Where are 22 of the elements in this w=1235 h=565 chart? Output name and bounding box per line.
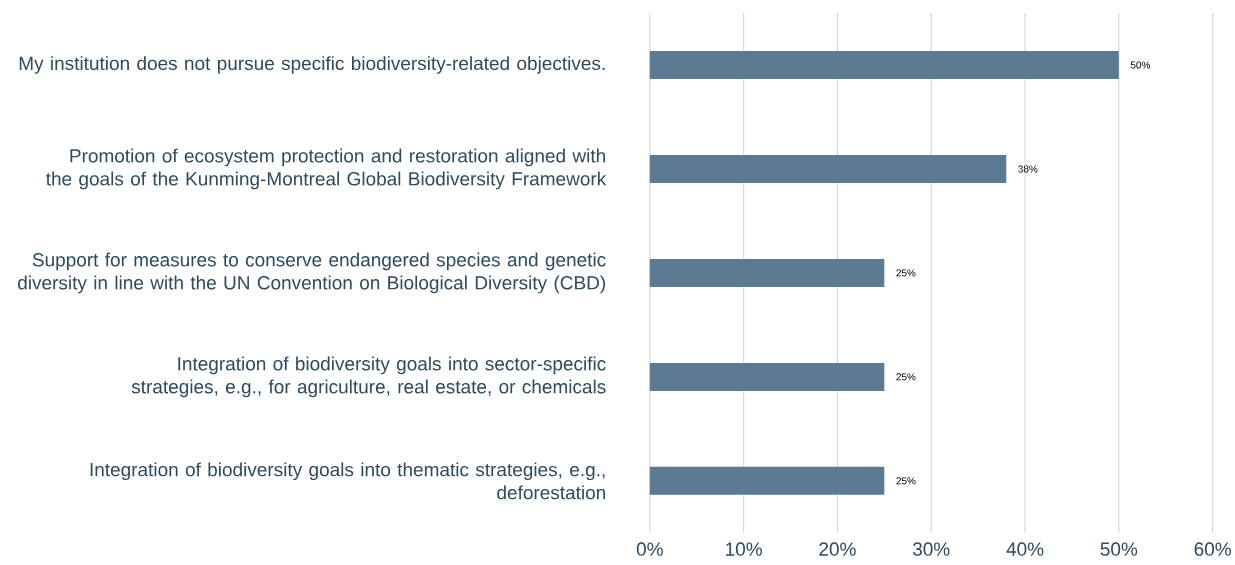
bar [649, 259, 885, 287]
data-label: 38% [1018, 165, 1038, 173]
y-tick-label: Integration of biodiversity goals into thematic strategies, e.g., deforestation [90, 462, 606, 500]
x-tick-label: 10% [726, 542, 762, 556]
y-tick-label: Promotion of ecosystem protection and restoration aligned with the goals of the Kunming-Montreal Global Biodiversity Framework [46, 148, 607, 190]
bar [649, 155, 1007, 184]
x-tick-label: 40% [1006, 542, 1044, 556]
data-label: 25% [896, 373, 916, 381]
bar [649, 51, 1119, 80]
x-tick-label: 30% [912, 542, 950, 556]
x-tick-label: 0% [636, 542, 663, 556]
x-tick-label: 60% [1194, 542, 1231, 556]
y-tick-label: Integration of biodiversity goals into sector-specific strategies, e.g., for agriculture, real estate, or chemicals [131, 356, 606, 398]
bar [649, 466, 885, 495]
y-tick-label: My institution does not pursue specific biodiversity-related objectives. [19, 56, 605, 74]
data-label: 50% [1130, 61, 1151, 69]
data-label: 25% [896, 269, 916, 277]
x-tick-label: 50% [1100, 542, 1138, 556]
bar [649, 362, 885, 391]
x-tick-label: 20% [819, 542, 856, 556]
data-label: 25% [896, 477, 916, 485]
y-tick-label: Support for measures to conserve endangered species and genetic diversity in line with the UN Convention on Biological Diversity (CBD) [18, 252, 606, 294]
